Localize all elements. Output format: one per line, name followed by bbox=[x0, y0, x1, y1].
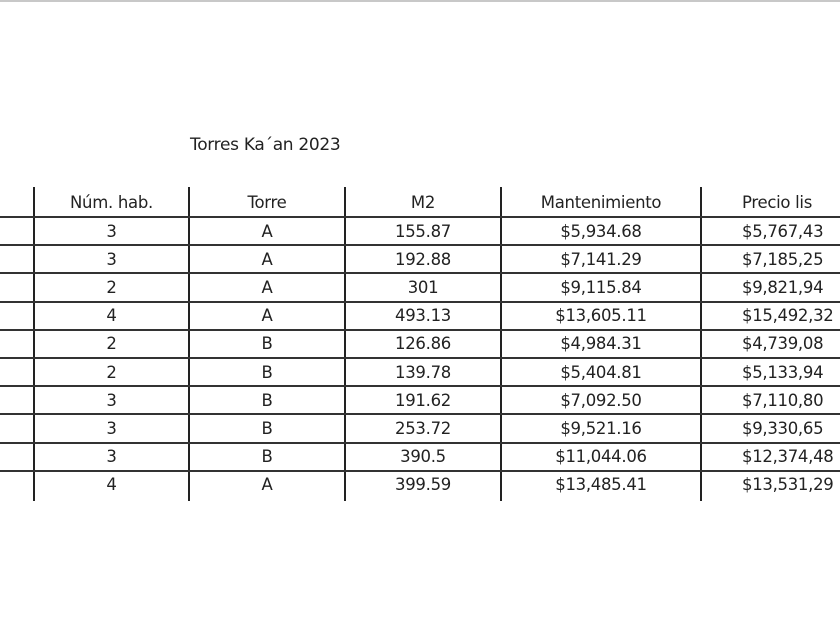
table-cell: $5,767,43 bbox=[742, 221, 824, 241]
table-cell: B bbox=[261, 334, 273, 354]
table-cell: $4,984.31 bbox=[560, 334, 642, 354]
table-cell: B bbox=[261, 447, 273, 467]
column-divider bbox=[344, 187, 346, 501]
table-cell: $7,185,25 bbox=[742, 249, 824, 269]
table-cell: 126.86 bbox=[395, 334, 451, 354]
table-cell: $5,404.81 bbox=[560, 362, 642, 382]
table-cell: A bbox=[261, 306, 273, 326]
table-cell: 2 bbox=[106, 362, 117, 382]
table-cell: A bbox=[261, 249, 273, 269]
column-header: Mantenimiento bbox=[540, 193, 662, 212]
table-cell: A bbox=[261, 221, 273, 241]
row-divider bbox=[0, 357, 840, 359]
table-cell: 2 bbox=[106, 334, 117, 354]
table-cell: $7,092.50 bbox=[560, 390, 642, 410]
table-cell: 4 bbox=[106, 306, 117, 326]
row-divider bbox=[0, 244, 840, 247]
table-cell: 3 bbox=[106, 249, 117, 269]
table-cell: $5,133,94 bbox=[742, 362, 824, 382]
row-divider bbox=[0, 413, 840, 416]
table-cell: $12,374,48 bbox=[742, 447, 834, 467]
table-cell: 191.62 bbox=[395, 390, 451, 410]
row-divider bbox=[0, 385, 840, 388]
table-cell: 399.59 bbox=[395, 475, 451, 495]
column-divider bbox=[188, 187, 190, 501]
table-cell: $9,330,65 bbox=[742, 418, 824, 438]
table-cell: 253.72 bbox=[395, 418, 451, 438]
table-cell: 4 bbox=[106, 475, 117, 495]
table-cell: $13,605.11 bbox=[555, 306, 647, 326]
table-cell: $9,821,94 bbox=[742, 277, 824, 297]
row-divider bbox=[0, 272, 840, 275]
table-cell: $5,934.68 bbox=[560, 221, 642, 241]
table-cell: $15,492,32 bbox=[742, 306, 834, 326]
table-cell: 3 bbox=[106, 447, 117, 467]
row-divider bbox=[0, 441, 840, 444]
table-cell: B bbox=[261, 390, 273, 410]
column-header: Núm. hab. bbox=[70, 193, 153, 212]
row-divider bbox=[0, 216, 840, 218]
table-cell: $4,739,08 bbox=[742, 334, 824, 354]
table-cell: 301 bbox=[407, 277, 439, 297]
table-cell: $11,044.06 bbox=[555, 447, 647, 467]
table-title: Torres Ka´an 2023 bbox=[190, 135, 341, 155]
table-cell: $9,115.84 bbox=[560, 277, 642, 297]
table-cell: 155.87 bbox=[395, 221, 451, 241]
table-cell: 493.13 bbox=[395, 306, 451, 326]
table-cell: A bbox=[261, 277, 273, 297]
table-cell: B bbox=[261, 362, 273, 382]
column-header: Precio lis bbox=[742, 193, 812, 212]
table-cell: 3 bbox=[106, 418, 117, 438]
table-cell: 3 bbox=[106, 221, 117, 241]
row-divider bbox=[0, 328, 840, 331]
table-cell: A bbox=[261, 475, 273, 495]
top-border bbox=[0, 0, 840, 2]
table-cell: $13,485.41 bbox=[555, 475, 647, 495]
row-divider bbox=[0, 300, 840, 303]
table-cell: $7,110,80 bbox=[742, 390, 824, 410]
column-divider bbox=[33, 187, 35, 501]
table-cell: 3 bbox=[106, 390, 117, 410]
table-cell: 2 bbox=[106, 277, 117, 297]
table-cell: $9,521.16 bbox=[560, 418, 642, 438]
row-divider bbox=[0, 469, 840, 472]
column-divider bbox=[500, 187, 502, 501]
column-header: Torre bbox=[247, 193, 287, 212]
column-divider bbox=[700, 187, 702, 501]
table-cell: 139.78 bbox=[395, 362, 451, 382]
table-cell: $13,531,29 bbox=[742, 475, 834, 495]
table-cell: $7,141.29 bbox=[560, 249, 642, 269]
column-header: M2 bbox=[410, 193, 436, 212]
table-cell: 390.5 bbox=[400, 447, 446, 467]
table-cell: B bbox=[261, 418, 273, 438]
table-cell: 192.88 bbox=[395, 249, 451, 269]
